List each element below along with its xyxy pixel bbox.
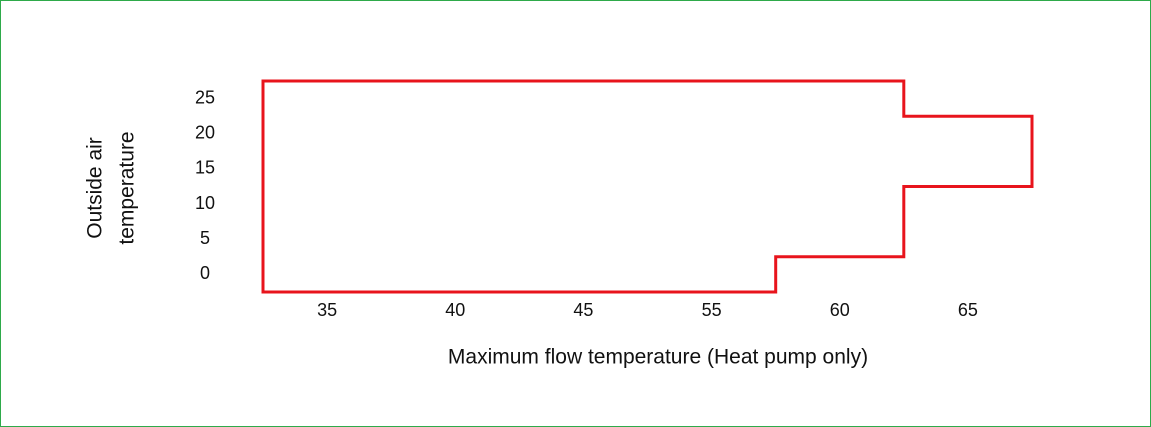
x-tick-label: 40 [445, 300, 465, 320]
y-tick-label: 25 [195, 87, 215, 107]
y-tick-label: 5 [200, 228, 210, 248]
x-tick-label: 55 [702, 300, 722, 320]
x-axis-title: Maximum flow temperature (Heat pump only… [448, 346, 868, 369]
y-tick-label: 0 [200, 263, 210, 283]
x-tick-label: 45 [573, 300, 593, 320]
y-axis-title: Outside air [84, 137, 107, 239]
x-tick-label: 35 [317, 300, 337, 320]
envelope-line [261, 79, 1034, 294]
y-tick-label: 20 [195, 123, 215, 143]
x-tick-label: 65 [958, 300, 978, 320]
y-axis-title: temperature [116, 131, 139, 244]
y-tick-label: 10 [195, 193, 215, 213]
x-tick-label: 60 [830, 300, 850, 320]
y-tick-label: 15 [195, 158, 215, 178]
